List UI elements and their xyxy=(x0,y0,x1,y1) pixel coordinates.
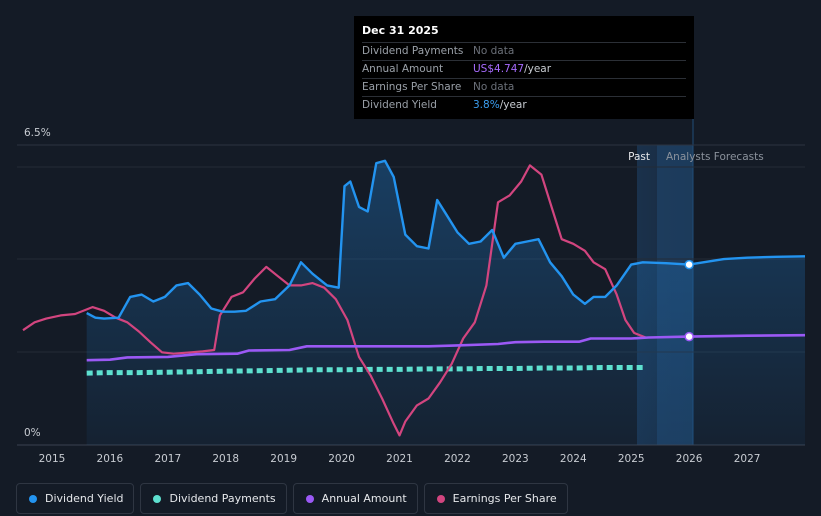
x-tick-label: 2024 xyxy=(560,453,587,465)
x-tick-label: 2022 xyxy=(444,453,471,465)
tooltip-row-dividend-yield: Dividend Yield 3.8%/year xyxy=(362,96,686,114)
tooltip-value: US$4.747 xyxy=(473,63,525,75)
annual-amount-dot-icon xyxy=(305,494,314,503)
tooltip: Dec 31 2025 Dividend Payments No data An… xyxy=(354,16,694,119)
x-tick-label: 2018 xyxy=(212,453,239,465)
x-tick-label: 2027 xyxy=(734,453,761,465)
x-tick-label: 2021 xyxy=(386,453,413,465)
earnings-per-share-dot-icon xyxy=(436,494,445,503)
legend-item-dividend-yield[interactable]: Dividend Yield xyxy=(16,483,135,514)
past-label: Past xyxy=(628,151,650,163)
x-tick-label: 2025 xyxy=(618,453,645,465)
tooltip-value: 3.8% xyxy=(473,99,500,111)
tooltip-value-wrap: 3.8%/year xyxy=(473,97,527,114)
legend-item-annual-amount[interactable]: Annual Amount xyxy=(292,483,418,514)
forecast-label: Analysts Forecasts xyxy=(666,151,764,163)
x-tick-label: 2020 xyxy=(328,453,355,465)
tooltip-date: Dec 31 2025 xyxy=(362,24,439,37)
x-tick-label: 2016 xyxy=(97,453,124,465)
tooltip-unit: /year xyxy=(524,63,552,75)
x-tick-label: 2019 xyxy=(270,453,297,465)
dividend-yield-line xyxy=(86,159,805,320)
tooltip-key: Dividend Payments xyxy=(362,45,464,57)
legend: Dividend Yield Dividend Payments Annual … xyxy=(16,483,574,514)
legend-label: Annual Amount xyxy=(321,492,407,505)
dividend-yield-marker xyxy=(684,259,694,270)
dividend-yield-area xyxy=(86,160,805,445)
legend-item-dividend-payments[interactable]: Dividend Payments xyxy=(140,483,287,514)
tooltip-key: Earnings Per Share xyxy=(362,81,462,93)
dividend-payments-line xyxy=(86,365,646,376)
tooltip-row-earnings-per-share: Earnings Per Share No data xyxy=(362,78,686,96)
tooltip-value: No data xyxy=(473,81,515,93)
tooltip-value-wrap: US$4.747/year xyxy=(473,61,551,78)
tooltip-value: No data xyxy=(473,45,515,57)
legend-item-earnings-per-share[interactable]: Earnings Per Share xyxy=(423,483,568,514)
tooltip-key: Dividend Yield xyxy=(362,99,437,111)
annual-amount-marker xyxy=(684,331,694,342)
tooltip-row-dividend-payments: Dividend Payments No data xyxy=(362,42,686,60)
dividend-payments-dot-icon xyxy=(153,494,162,503)
x-tick-label: 2015 xyxy=(39,453,66,465)
dividend-yield-dot-icon xyxy=(29,494,37,503)
x-tick-label: 2023 xyxy=(502,453,529,465)
tooltip-key: Annual Amount xyxy=(362,63,444,75)
legend-label: Dividend Payments xyxy=(169,492,276,505)
x-tick-label: 2017 xyxy=(154,453,181,465)
y-axis-bottom-label: 0% xyxy=(24,427,41,439)
tooltip-unit: /year xyxy=(499,99,527,111)
earnings-per-share-line xyxy=(22,164,647,437)
x-tick-label: 2026 xyxy=(676,453,703,465)
series-layer xyxy=(22,159,805,445)
legend-label: Dividend Yield xyxy=(45,492,124,505)
x-axis-ticks: 2015 2016 2017 2018 2019 2020 2021 2022 2023 2024… xyxy=(39,453,761,465)
dividend-chart: 6.5% 0% Past Analysts Forecasts 2015 2016… xyxy=(17,119,805,465)
annual-amount-line xyxy=(86,333,805,362)
tooltip-row-annual-amount: Annual Amount US$4.747/year xyxy=(362,60,686,78)
legend-label: Earnings Per Share xyxy=(452,492,557,505)
y-axis-top-label: 6.5% xyxy=(24,127,51,139)
